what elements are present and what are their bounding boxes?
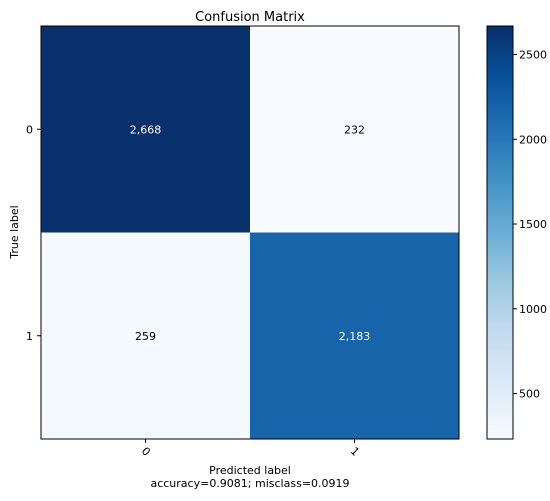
colorbar-ticks: 500 1000 1500 2000 2500 [513,48,547,401]
cell-value-r1-c1: 2,183 [339,330,371,343]
x-tick-label-0: 0 [139,445,153,459]
heatmap-cell-r0-c0 [41,26,250,233]
colorbar-tick-label-2: 1500 [519,218,547,231]
y-tick-label-0: 0 [26,123,33,136]
heatmap-cell-r1-c0 [41,232,250,439]
heatmap-cell-r1-c1 [250,232,459,439]
cell-value-r0-c1: 232 [344,123,365,136]
cell-value-r1-c0: 259 [135,330,156,343]
cell-value-r0-c0: 2,668 [130,123,162,136]
x-tick-label-1: 1 [348,445,362,459]
colorbar-tick-label-3: 2000 [519,133,547,146]
colorbar [486,25,514,440]
x-axis-label: Predicted label [209,464,291,477]
heatmap-cell-r0-c1 [250,26,459,233]
colorbar-tick-label-4: 2500 [519,48,547,61]
heatmap-cells [41,26,459,439]
accuracy-note: accuracy=0.9081; misclass=0.0919 [150,477,349,490]
colorbar-tick-label-0: 500 [519,388,540,401]
y-axis-ticks: 01 [26,123,41,343]
y-axis-label: True label [8,205,21,259]
colorbar-tick-label-1: 1000 [519,303,547,316]
heatmap-cell-labels: 2,668 232 259 2,183 [130,123,371,343]
plot-frame [40,25,460,440]
y-tick-label-1: 1 [26,330,33,343]
chart-title: Confusion Matrix [195,10,305,25]
